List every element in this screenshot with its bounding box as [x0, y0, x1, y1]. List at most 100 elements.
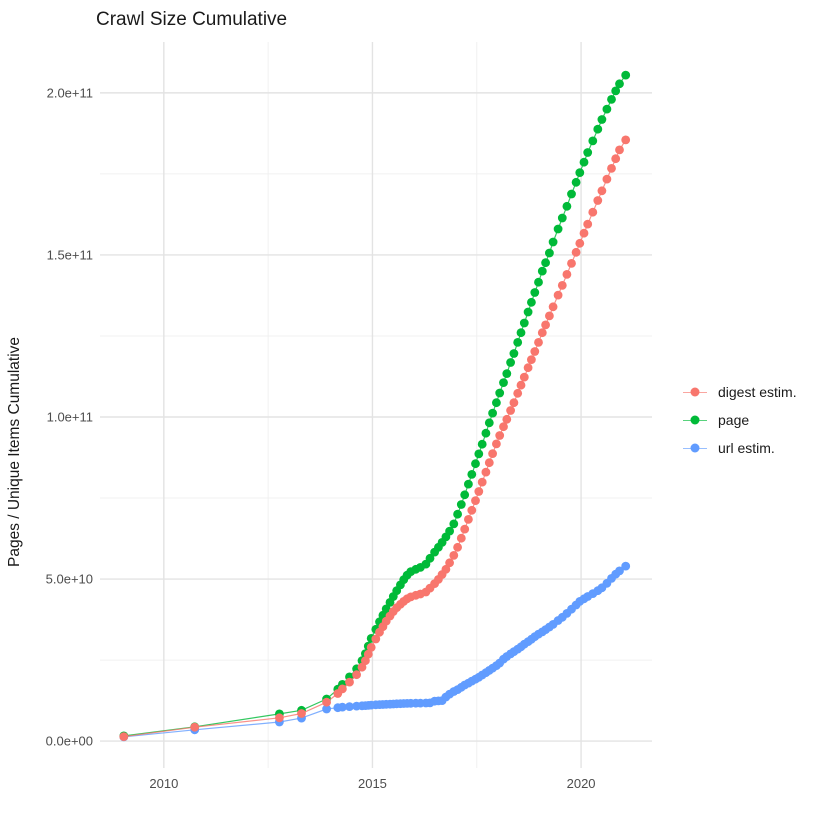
data-point-digest-estim	[484, 458, 494, 468]
x-tick-label: 2020	[567, 776, 596, 791]
data-point-page	[381, 604, 391, 614]
data-point-page	[506, 358, 515, 367]
digest-estim-key-icon	[683, 387, 707, 397]
data-point-digest-estim	[527, 355, 536, 364]
data-point-url-estim	[345, 702, 354, 711]
data-point-digest-estim	[464, 515, 473, 524]
y-tick-label: 5.0e+10	[46, 572, 93, 587]
data-point-digest-estim	[352, 670, 361, 680]
data-point-page	[527, 297, 536, 307]
data-point-page	[488, 408, 497, 418]
data-point-page	[467, 470, 477, 479]
data-point-digest-estim	[611, 154, 621, 164]
x-tick-label: 2015	[358, 776, 387, 791]
data-point-page	[471, 459, 480, 469]
data-point-digest-estim	[615, 145, 624, 155]
data-point-page	[579, 157, 589, 167]
data-point-digest-estim	[607, 164, 616, 173]
data-point-page	[588, 136, 598, 146]
data-point-digest-estim	[513, 388, 523, 398]
data-point-digest-estim	[460, 524, 470, 534]
data-point-page	[607, 95, 616, 104]
data-point-digest-estim	[534, 338, 543, 347]
data-point-digest-estim	[597, 186, 607, 196]
data-point-digest-estim	[579, 228, 589, 238]
page-key-icon	[683, 415, 707, 425]
y-axis-title: Pages / Unique Items Cumulative	[6, 336, 23, 567]
data-point-digest-estim	[583, 219, 593, 229]
data-point-page	[474, 449, 484, 459]
data-point-digest-estim	[509, 398, 519, 408]
legend-label-url-estim: url estim.	[718, 440, 775, 456]
data-point-page	[553, 224, 563, 234]
data-point-digest-estim	[322, 697, 331, 707]
legend-label-page: page	[718, 412, 750, 428]
data-point-page	[557, 213, 567, 223]
data-point-page	[499, 378, 508, 387]
data-point-digest-estim	[357, 662, 367, 672]
data-point-page	[537, 266, 547, 276]
data-point-page	[575, 168, 585, 178]
data-point-page	[593, 124, 603, 134]
data-point-digest-estim	[481, 467, 491, 477]
data-point-digest-estim	[548, 302, 558, 312]
data-point-digest-estim	[567, 259, 576, 268]
data-point-page	[509, 349, 519, 358]
data-point-page	[548, 237, 558, 247]
data-point-digest-estim	[453, 542, 462, 552]
data-point-page	[519, 318, 529, 328]
legend: digest estim. page url estim.	[683, 378, 797, 462]
y-tick-label: 0.0e+00	[46, 734, 93, 749]
data-point-page	[453, 509, 462, 519]
x-tick-label: 2010	[149, 776, 178, 791]
data-point-page	[597, 115, 607, 124]
data-point-digest-estim	[492, 439, 501, 449]
data-point-digest-estim	[366, 643, 376, 652]
data-point-digest-estim	[575, 238, 585, 248]
data-point-digest-estim	[588, 207, 598, 217]
data-point-page	[541, 258, 550, 268]
data-point-digest-estim	[363, 649, 373, 659]
data-point-page	[602, 104, 612, 114]
data-point-digest-estim	[593, 196, 603, 205]
data-point-page	[425, 553, 435, 563]
data-point-digest-estim	[275, 713, 284, 723]
data-point-digest-estim	[571, 247, 581, 257]
data-point-page	[460, 490, 470, 500]
data-point-page	[621, 70, 631, 80]
data-point-page	[484, 418, 494, 428]
data-point-page	[567, 189, 576, 199]
data-point-page	[583, 148, 593, 157]
data-point-digest-estim	[516, 380, 526, 390]
data-point-page	[464, 479, 473, 489]
data-point-digest-estim	[562, 270, 572, 279]
series-line-url-estim	[123, 565, 627, 738]
data-point-digest-estim	[297, 709, 306, 718]
data-point-page	[513, 338, 523, 347]
data-point-digest-estim	[371, 634, 381, 644]
url-estim-key-icon	[683, 443, 707, 453]
y-tick-label: 1.0e+11	[47, 409, 93, 424]
y-tick-label: 1.5e+11	[47, 247, 93, 262]
y-tick-label: 2.0e+11	[47, 85, 93, 100]
legend-item-url-estim: url estim.	[683, 434, 797, 462]
data-point-url-estim	[338, 702, 347, 712]
data-point-page	[545, 248, 554, 258]
data-point-digest-estim	[495, 431, 505, 440]
data-point-page	[562, 201, 572, 211]
data-point-page	[492, 398, 501, 408]
data-point-page	[611, 86, 621, 96]
data-point-digest-estim	[456, 533, 466, 543]
data-point-digest-estim	[477, 477, 487, 487]
legend-label-digest-estim: digest estim.	[718, 384, 797, 400]
data-point-page	[502, 369, 512, 378]
data-point-digest-estim	[119, 732, 129, 741]
data-point-page	[530, 288, 540, 297]
data-point-digest-estim	[345, 677, 354, 687]
data-point-page	[571, 177, 581, 187]
data-point-digest-estim	[338, 684, 347, 694]
data-point-url-estim	[615, 566, 624, 576]
data-point-digest-estim	[506, 406, 515, 415]
data-point-digest-estim	[553, 290, 563, 300]
